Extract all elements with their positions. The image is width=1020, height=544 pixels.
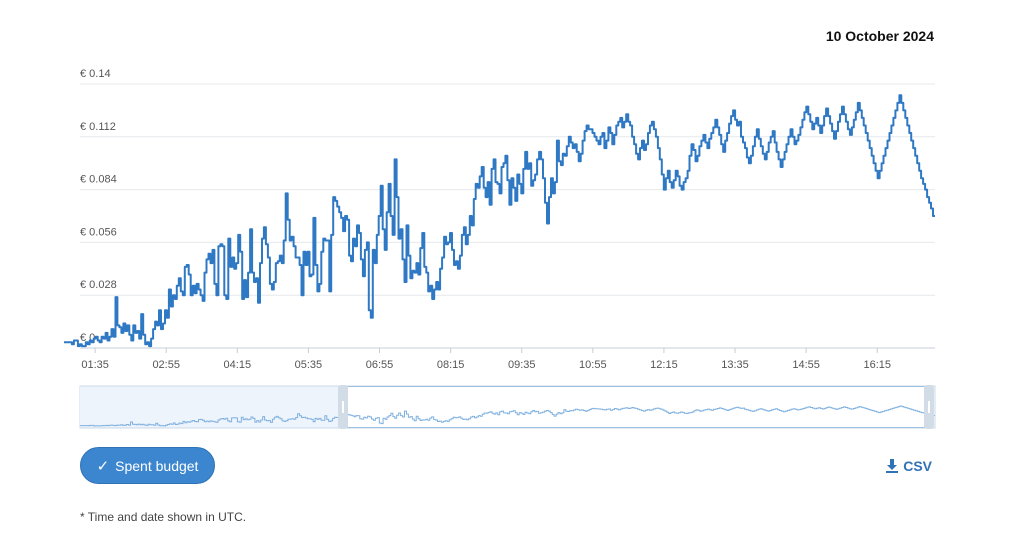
x-tick-label: 01:35 (81, 359, 109, 371)
x-tick-label: 04:15 (224, 359, 252, 371)
series-line (64, 94, 935, 348)
chart-date: 10 October 2024 (825, 28, 934, 44)
x-tick-label: 10:55 (579, 359, 607, 371)
navigator-right-handle[interactable] (924, 385, 934, 429)
download-icon (886, 459, 899, 473)
y-axis-ticks: € 0€ 0.028€ 0.056€ 0.084€ 0.112€ 0.14 (80, 68, 117, 344)
x-tick-label: 13:35 (721, 359, 749, 371)
x-tick-label: 12:15 (650, 359, 678, 371)
x-tick-label: 02:55 (152, 359, 180, 371)
spent-budget-label: Spent budget (115, 457, 199, 474)
csv-download-button[interactable]: CSV (885, 458, 932, 474)
x-tick-label: 05:35 (295, 359, 323, 371)
y-tick-label: € 0.056 (80, 226, 117, 238)
csv-label: CSV (903, 458, 932, 474)
x-axis-ticks: 01:35 02:55 04:15 05:35 06:55 08:15 09:35 10:55… (81, 348, 891, 371)
chart: € 0€ 0.028€ 0.056€ 0.084€ 0.112€ 0.14 01… (64, 68, 936, 429)
x-tick-label: 16:15 (863, 359, 891, 371)
chart-grid (80, 83, 935, 349)
x-tick-label: 14:55 (792, 359, 820, 371)
navigator-left-handle[interactable] (338, 385, 348, 429)
footnote: * Time and date shown in UTC. (80, 510, 247, 524)
y-tick-label: € 0.028 (80, 279, 117, 291)
navigator-series-line (80, 405, 935, 427)
spent-budget-button[interactable]: ✓ Spent budget (80, 447, 215, 484)
y-tick-label: € 0.14 (80, 68, 111, 80)
x-tick-label: 09:35 (508, 359, 536, 371)
y-tick-label: € 0.112 (80, 121, 116, 133)
x-tick-label: 06:55 (366, 359, 394, 371)
navigator[interactable] (79, 385, 936, 429)
check-icon: ✓ (96, 457, 110, 475)
x-tick-label: 08:15 (437, 359, 465, 371)
y-tick-label: € 0.084 (80, 174, 117, 186)
